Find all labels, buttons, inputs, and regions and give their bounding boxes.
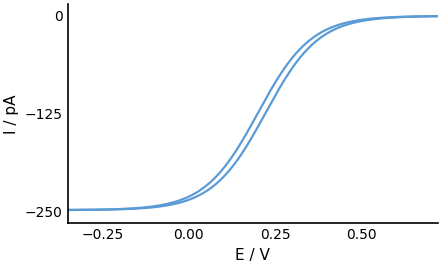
X-axis label: E / V: E / V [235, 248, 270, 263]
Y-axis label: I / pA: I / pA [4, 94, 19, 134]
